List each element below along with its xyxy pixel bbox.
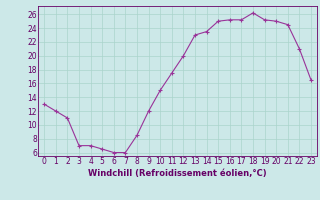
X-axis label: Windchill (Refroidissement éolien,°C): Windchill (Refroidissement éolien,°C) [88, 169, 267, 178]
